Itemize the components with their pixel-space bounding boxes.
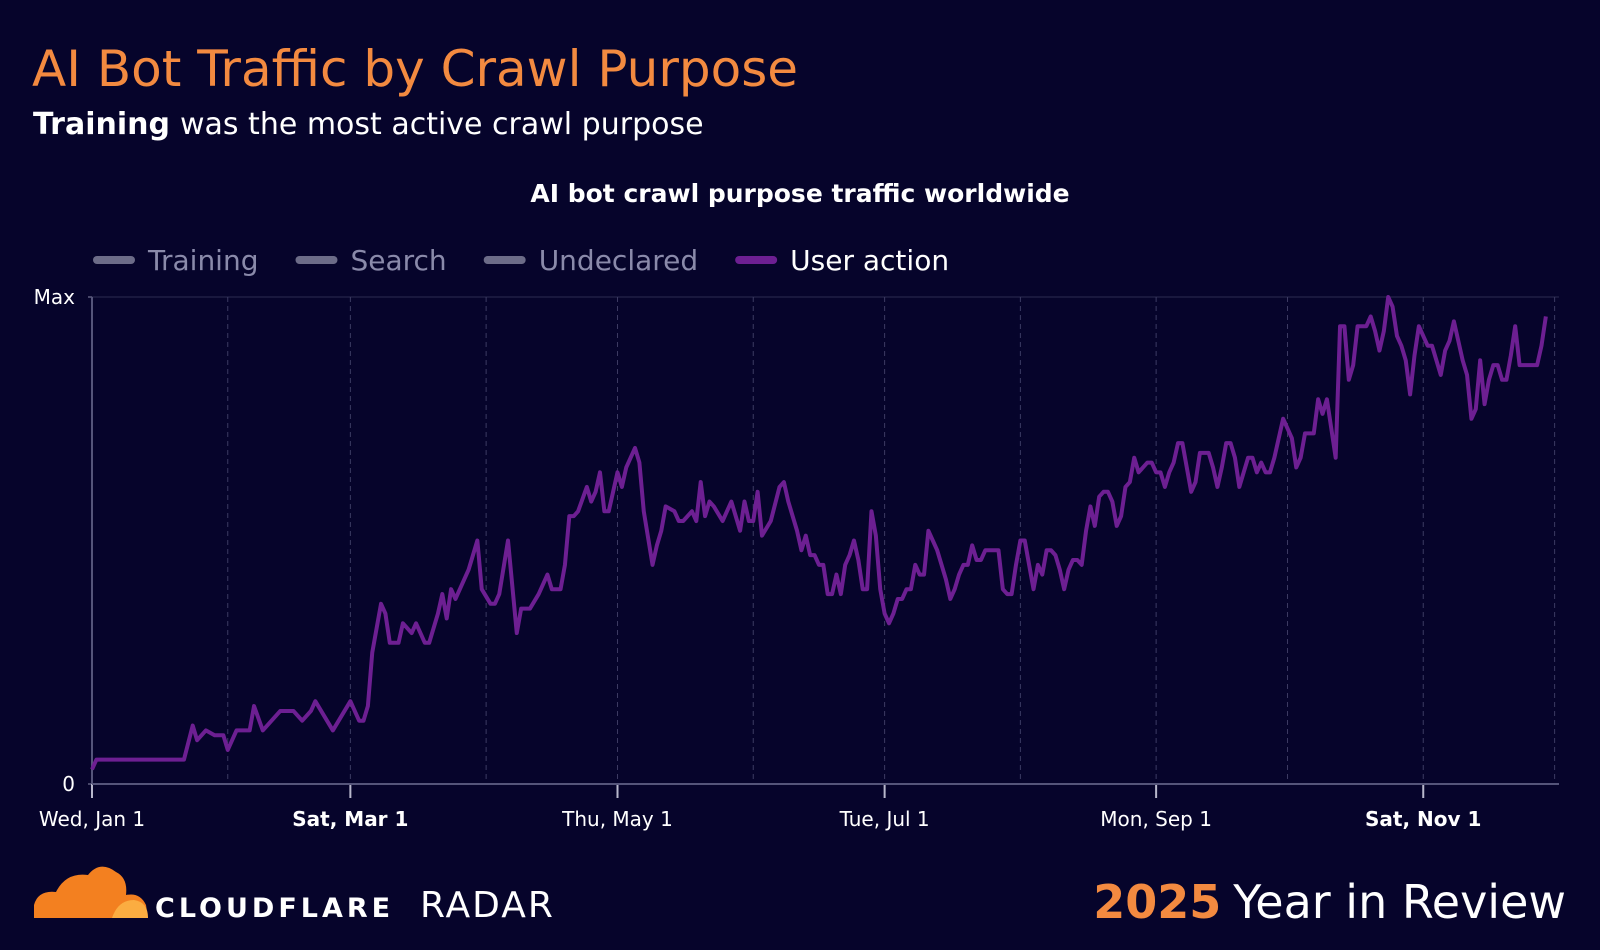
subtitle: Training was the most active crawl purpos… (33, 107, 704, 142)
year: 2025 (1093, 875, 1221, 929)
data-line (90, 295, 1548, 771)
legend-label: User action (790, 244, 949, 277)
x-tick-label: Wed, Jan 1 (39, 807, 145, 831)
product: RADAR (420, 885, 555, 926)
x-tick-label: Mon, Sep 1 (1100, 807, 1212, 831)
y-tick-label: 0 (62, 772, 75, 796)
x-tick-label: Tue, Jul 1 (839, 807, 930, 831)
brand: CLOUDFLARE (155, 893, 394, 924)
legend-label: Search (350, 244, 446, 277)
x-tick-label: Sat, Mar 1 (292, 807, 408, 831)
page-title: AI Bot Traffic by Crawl Purpose (32, 40, 798, 98)
x-tick-label: Sat, Nov 1 (1365, 807, 1481, 831)
legend-label: Training (147, 244, 258, 277)
logo (34, 866, 148, 918)
subtitle-text: was the most active crawl purpose (180, 107, 704, 142)
chart-title: AI bot crawl purpose traffic worldwide (530, 179, 1069, 208)
subtitle-bold: Training (33, 107, 170, 142)
x-tick-label: Thu, May 1 (561, 807, 673, 831)
tagline: Year in Review (1232, 875, 1566, 929)
y-tick-label: Max (34, 285, 76, 309)
footer-tagline: 2025 Year in Review (1093, 875, 1566, 929)
legend-label: Undeclared (539, 244, 698, 277)
